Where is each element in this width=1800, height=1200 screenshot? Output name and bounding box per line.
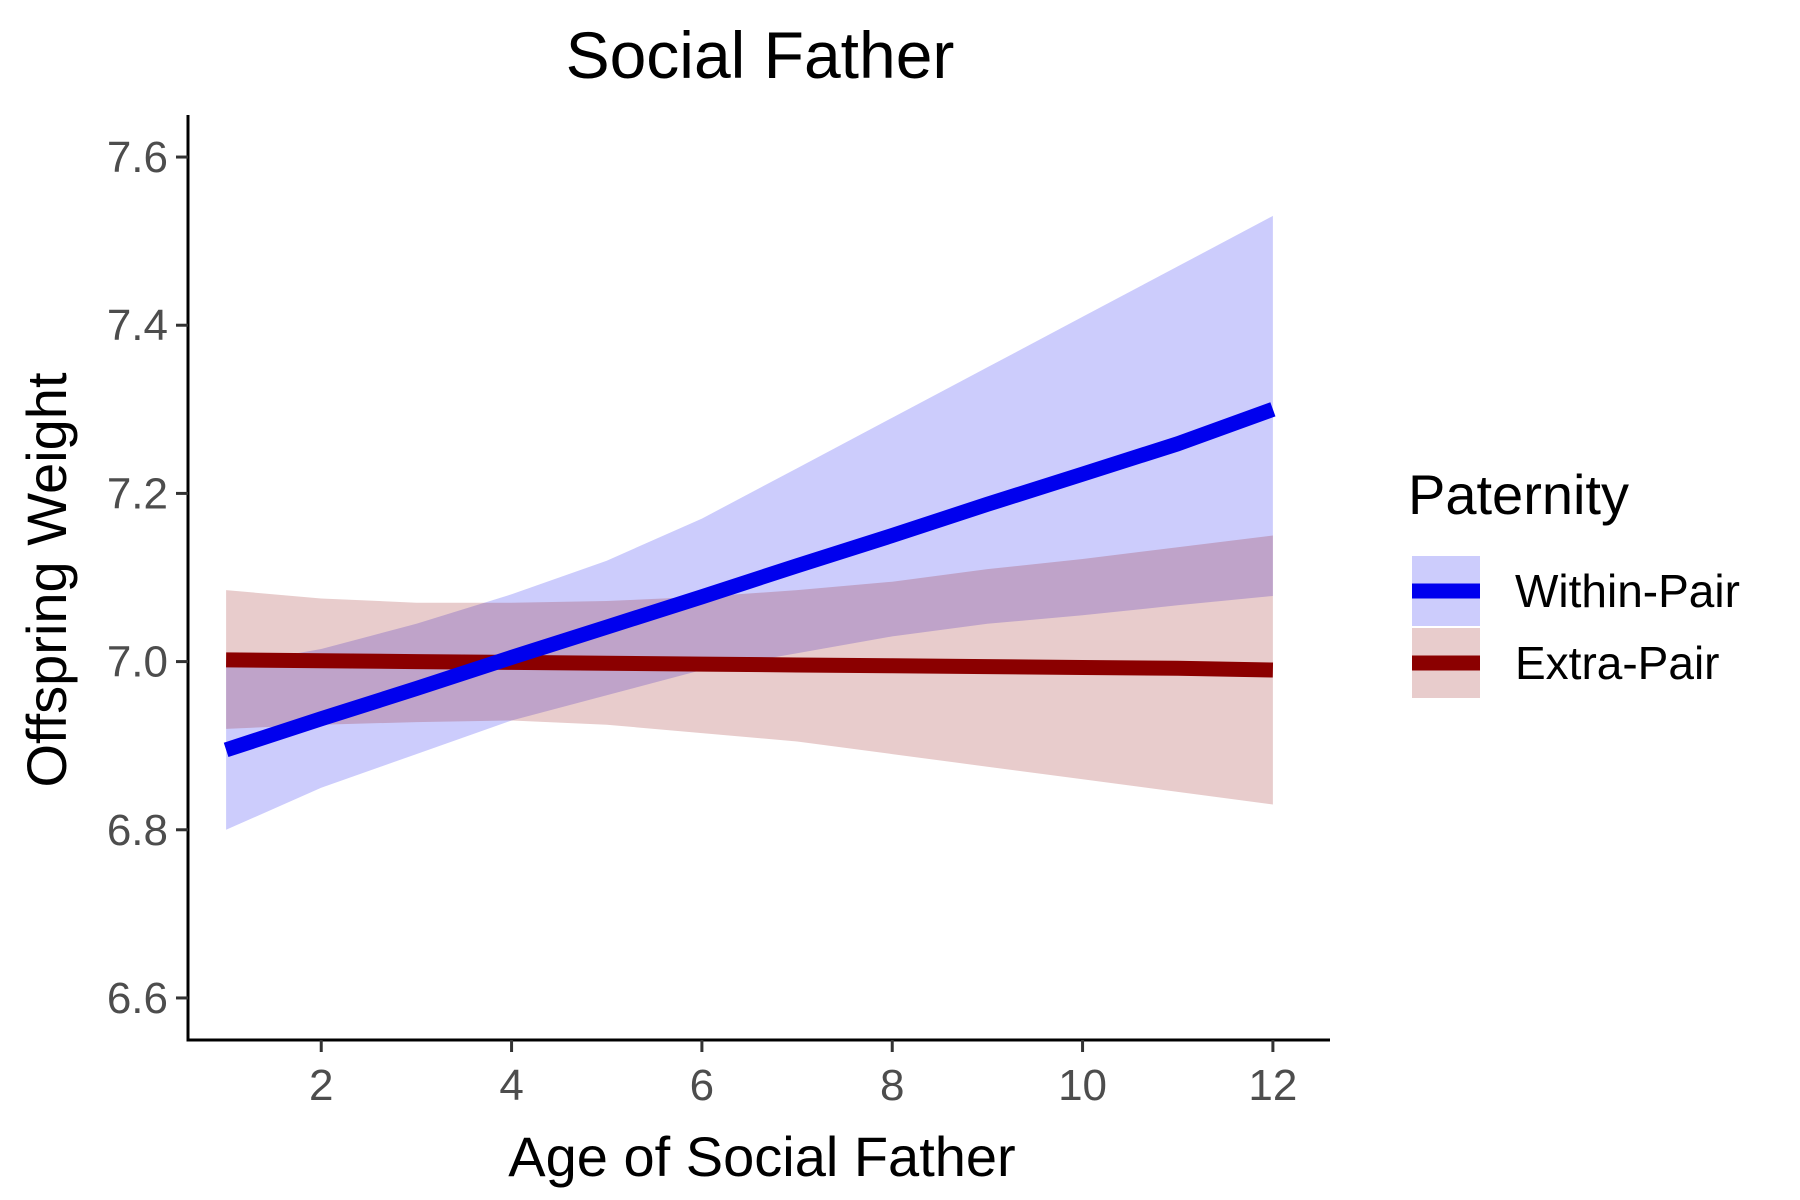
- legend-key-within-pair: [1412, 556, 1480, 626]
- x-axis-ticks: 2 4 6 8 10 12: [309, 1040, 1297, 1110]
- x-tick-label: 10: [1058, 1061, 1107, 1110]
- legend-items: Within-Pair Extra-Pair: [1412, 556, 1740, 698]
- y-axis-title: Offspring Weight: [15, 372, 78, 787]
- y-tick-label: 7.0: [107, 638, 168, 687]
- y-tick-label: 7.2: [107, 469, 168, 518]
- chart-title: Social Father: [566, 18, 955, 92]
- x-axis-title: Age of Social Father: [508, 1125, 1015, 1188]
- x-tick-label: 4: [499, 1061, 523, 1110]
- legend-key-extra-pair: [1412, 628, 1480, 698]
- legend: Paternity Within-Pair Extra-Pair: [1408, 463, 1740, 698]
- plot-area: [223, 215, 1276, 830]
- legend-label-extra-pair: Extra-Pair: [1515, 637, 1719, 689]
- y-tick-label: 7.6: [107, 133, 168, 182]
- x-tick-label: 8: [880, 1061, 904, 1110]
- y-tick-label: 7.4: [107, 301, 168, 350]
- x-tick-label: 6: [690, 1061, 714, 1110]
- ribbon-within-pair: [226, 215, 1273, 830]
- legend-label-within-pair: Within-Pair: [1515, 565, 1740, 617]
- x-tick-label: 12: [1248, 1061, 1297, 1110]
- y-tick-label: 6.6: [107, 974, 168, 1023]
- x-tick-label: 2: [309, 1061, 333, 1110]
- y-tick-label: 6.8: [107, 806, 168, 855]
- y-axis-ticks: 6.6 6.8 7.0 7.2 7.4 7.6: [107, 133, 188, 1023]
- line-extra-pair: [226, 652, 1274, 678]
- line-within-pair: [223, 402, 1276, 758]
- legend-title: Paternity: [1408, 463, 1629, 526]
